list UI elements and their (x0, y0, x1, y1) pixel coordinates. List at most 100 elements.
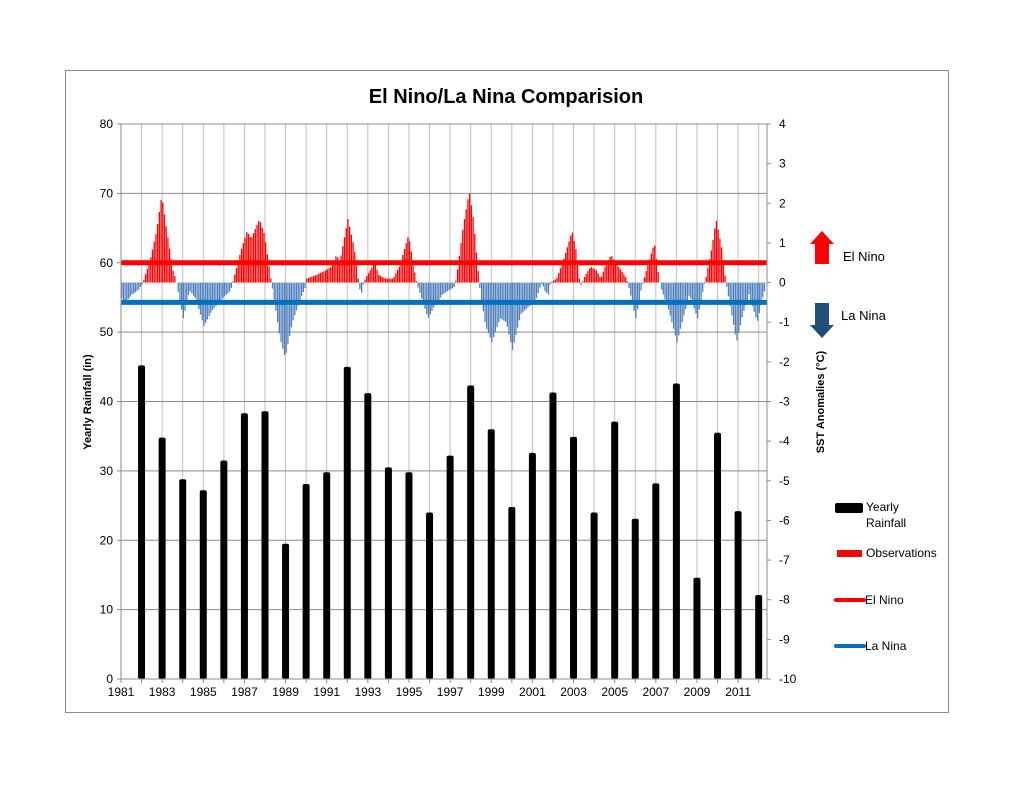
sst-bar-negative (215, 282, 217, 306)
sst-bar-positive (309, 277, 311, 283)
sst-bar-negative (222, 282, 224, 299)
sst-bar-negative (271, 282, 274, 289)
sst-bar-negative (662, 282, 664, 295)
sst-bar-negative (522, 282, 524, 313)
sst-bar-positive (244, 237, 246, 283)
sst-bar-positive (462, 229, 464, 283)
sst-bar-negative (450, 282, 452, 290)
sst-bar-negative (360, 282, 363, 293)
sst-bar-positive (477, 270, 479, 283)
sst-bar-positive (458, 256, 460, 283)
y-tick-label: 80 (100, 117, 114, 131)
sst-bar-negative (192, 282, 195, 296)
sst-bar-positive (587, 271, 589, 283)
legend-label-rainfall-1: Yearly (866, 500, 899, 514)
sst-bar-positive (234, 274, 236, 283)
rainfall-bar (714, 432, 722, 679)
rainfall-bar (364, 393, 372, 679)
sst-bar-positive (609, 256, 611, 283)
sst-bar-positive (552, 280, 555, 283)
sst-bar-negative (528, 282, 531, 306)
sst-bar-negative (542, 282, 544, 287)
sst-bar-positive (386, 278, 388, 283)
sst-bar-negative (734, 282, 736, 335)
sst-bar-positive (576, 263, 579, 283)
sst-bar-negative (638, 282, 640, 300)
sst-bar-positive (151, 249, 154, 283)
rainfall-bar (487, 429, 495, 679)
sst-bar-positive (312, 275, 315, 283)
sst-bar-positive (239, 254, 241, 283)
sst-bar-negative (511, 282, 514, 350)
sst-bar-positive (381, 276, 383, 283)
sst-bar-positive (414, 272, 416, 283)
sst-bar-negative (199, 282, 202, 315)
sst-bar-positive (595, 270, 598, 283)
sst-bar-negative (187, 282, 190, 296)
sst-bar-positive (324, 270, 327, 283)
sst-bar-negative (540, 282, 543, 284)
sst-bar-positive (158, 212, 161, 283)
rainfall-bar (570, 436, 578, 679)
sst-bar-negative (288, 282, 291, 336)
sst-bar-positive (400, 260, 402, 283)
sst-bar-positive (582, 281, 584, 283)
sst-bar-negative (726, 282, 728, 287)
sst-bar-positive (551, 281, 553, 283)
sst-bar-negative (479, 282, 481, 288)
sst-bar-negative (700, 282, 702, 301)
legend-label-el-nino: El Nino (865, 593, 904, 607)
sst-bar-positive (396, 270, 399, 283)
sst-bar-negative (177, 282, 179, 292)
sst-bar-positive (172, 270, 174, 283)
x-tick-label: 1999 (478, 685, 505, 699)
sst-bar-positive (600, 276, 603, 283)
sst-bar-positive (395, 273, 397, 283)
rainfall-bar (323, 472, 331, 679)
sst-bar-negative (549, 282, 551, 285)
sst-bar-negative (690, 282, 692, 299)
sst-bar-positive (626, 281, 628, 283)
sst-bar-negative (300, 282, 303, 297)
sst-bar-negative (126, 282, 128, 302)
sst-bar-positive (263, 232, 265, 283)
rainfall-bar (693, 577, 701, 679)
sst-bar-positive (165, 226, 167, 283)
sst-bar-positive (240, 248, 243, 283)
x-tick-label: 2007 (642, 685, 669, 699)
sst-bar-positive (570, 235, 572, 283)
sst-bar-positive (328, 268, 330, 283)
sst-bar-negative (523, 282, 526, 311)
rainfall-bar (549, 392, 557, 679)
sst-bar-positive (354, 252, 356, 283)
sst-bar-negative (525, 282, 527, 309)
sst-bar-negative (520, 282, 522, 314)
sst-bar-negative (702, 282, 704, 292)
sst-bar-positive (391, 278, 394, 283)
sst-bar-negative (674, 282, 676, 336)
rainfall-bar (158, 437, 166, 679)
sst-bar-negative (362, 282, 364, 285)
sst-bar-negative (453, 282, 455, 287)
rainfall-bar (508, 506, 516, 679)
sst-bar-positive (333, 260, 335, 283)
rainfall-bar (734, 511, 742, 679)
sst-bar-positive (307, 277, 310, 283)
sst-bar-negative (535, 282, 538, 299)
chart-frame (65, 70, 949, 713)
sst-bar-negative (727, 282, 730, 297)
sst-bar-positive (383, 277, 385, 283)
sst-bar-negative (487, 282, 490, 334)
sst-bar-positive (347, 219, 349, 283)
y2-tick-label: -7 (779, 553, 790, 567)
la-nina-annotation: La Nina (810, 303, 887, 338)
sst-bar-negative (275, 282, 277, 311)
sst-bar-positive (259, 222, 262, 283)
sst-bar-positive (556, 277, 558, 283)
sst-bar-positive (390, 278, 392, 283)
sst-bar-positive (612, 259, 615, 283)
sst-bar-positive (345, 228, 347, 283)
sst-bar-negative (283, 282, 286, 356)
sst-bar-positive (366, 276, 368, 283)
